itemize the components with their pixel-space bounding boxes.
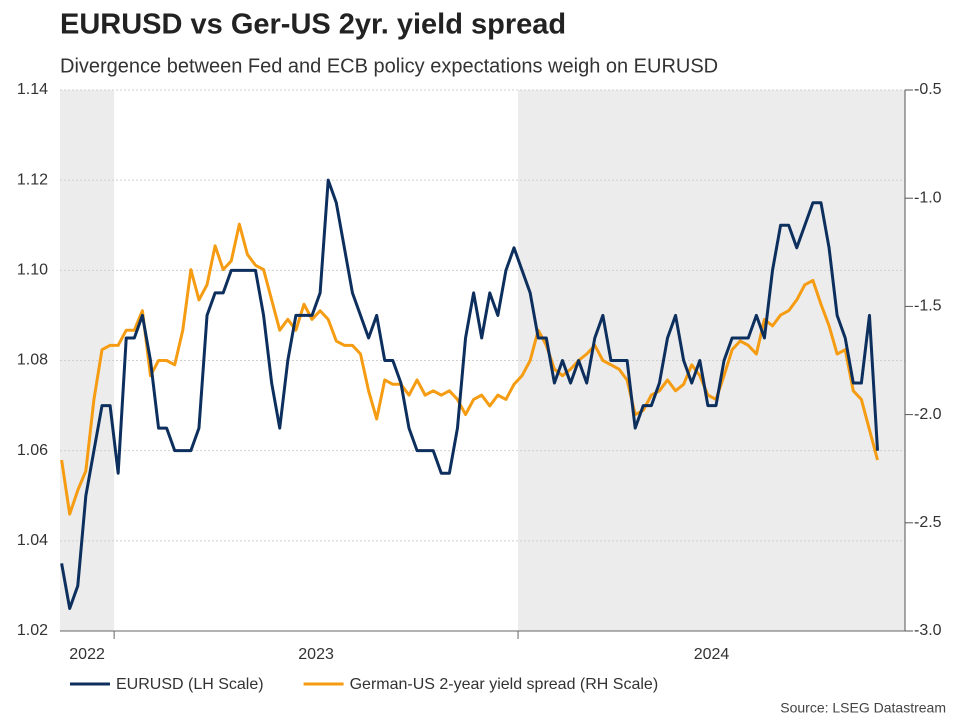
- x-tick-label: 2022: [69, 646, 105, 663]
- y-tick-label: 1.14: [17, 81, 48, 98]
- x-tick-label: 2023: [298, 646, 334, 663]
- y2-tick-label: -1.0: [914, 189, 942, 206]
- y-tick-label: 1.04: [17, 532, 48, 549]
- y2-tick-label: -3.0: [914, 622, 942, 639]
- chart-subtitle: Divergence between Fed and ECB policy ex…: [60, 55, 718, 77]
- y2-tick-label: -1.5: [914, 298, 942, 315]
- legend-label: EURUSD (LH Scale): [116, 676, 264, 693]
- y2-tick-label: -2.0: [914, 406, 942, 423]
- series-line: [60, 178, 880, 610]
- chart-title: EURUSD vs Ger-US 2yr. yield spread: [60, 9, 566, 41]
- series-line: [60, 222, 879, 516]
- y-tick-label: 1.12: [17, 171, 48, 188]
- y-tick-label: 1.02: [17, 622, 48, 639]
- y2-tick-label: -0.5: [914, 81, 942, 98]
- legend-label: German-US 2-year yield spread (RH Scale): [350, 676, 659, 693]
- y-tick-label: 1.08: [17, 352, 48, 369]
- y2-tick-label: -2.5: [914, 514, 942, 531]
- x-tick-label: 2024: [694, 646, 730, 663]
- y-tick-label: 1.10: [17, 262, 48, 279]
- source-note: Source: LSEG Datastream: [780, 700, 946, 716]
- plot-background: [60, 90, 905, 631]
- y-tick-label: 1.06: [17, 442, 48, 459]
